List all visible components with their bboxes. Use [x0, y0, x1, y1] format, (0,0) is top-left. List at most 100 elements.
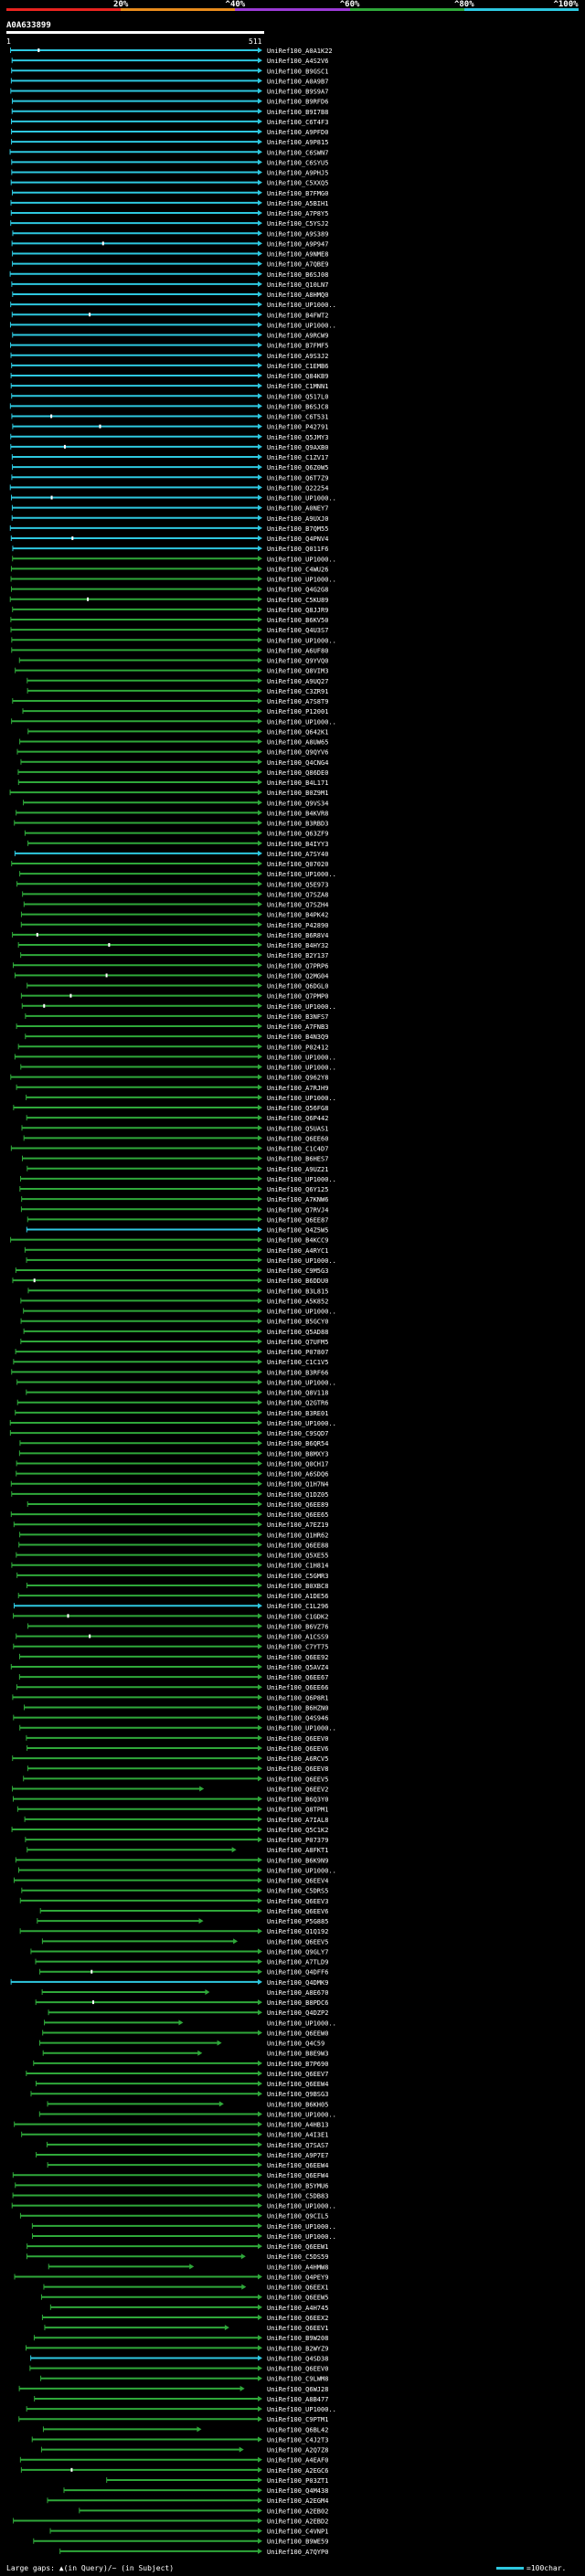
hit-row[interactable]: UniRef100_B7FMG0 — [12, 189, 329, 197]
hit-label[interactable]: UniRef100_B3RF66 — [267, 1369, 328, 1376]
hit-row[interactable]: UniRef100_B8E9W3 — [42, 2050, 328, 2058]
hit-label[interactable]: UniRef100_Q2GTR6 — [267, 1400, 328, 1407]
hit-row[interactable]: UniRef100_C3ZR91 — [27, 687, 328, 695]
hit-label[interactable]: UniRef100_Q4PEY9 — [267, 2274, 328, 2281]
hit-row[interactable]: UniRef100_A9S3J2 — [10, 352, 328, 360]
hit-row[interactable]: UniRef100_B2WYZ9 — [25, 2345, 328, 2352]
hit-row[interactable]: UniRef100_C1MNN1 — [10, 383, 328, 390]
hit-label[interactable]: UniRef100_A2EGM4 — [267, 2497, 328, 2505]
hit-row[interactable]: UniRef100_A2Q7Z8 — [40, 2446, 328, 2454]
hit-label[interactable]: UniRef100_Q4M438 — [267, 2487, 328, 2495]
hit-row[interactable]: UniRef100_A7S8T9 — [12, 698, 329, 705]
hit-row[interactable]: UniRef100_Q6EE88 — [18, 1542, 329, 1549]
hit-row[interactable]: UniRef100_A6SDQ6 — [16, 1470, 329, 1479]
hit-row[interactable]: UniRef100_A1DE56 — [17, 1593, 328, 1600]
hit-label[interactable]: UniRef100_Q6P8R1 — [267, 1694, 328, 1701]
hit-label[interactable]: UniRef100_A7IAL8 — [267, 1817, 328, 1824]
hit-row[interactable]: UniRef100_A9RCW9 — [12, 332, 329, 340]
hit-row[interactable]: UniRef100_P12001 — [22, 708, 328, 716]
hit-label[interactable]: UniRef100_Q6EEW1 — [267, 2243, 328, 2251]
hit-row[interactable]: UniRef100_Q5AD88 — [23, 1328, 328, 1336]
hit-row[interactable]: UniRef100_A7IAL8 — [24, 1816, 328, 1824]
hit-label[interactable]: UniRef100_Q6EEV8 — [267, 1765, 328, 1773]
hit-label[interactable]: UniRef100_Q9GLY7 — [267, 1948, 328, 1956]
hit-row[interactable]: UniRef100_Q6EEV6 — [27, 1744, 329, 1753]
hit-label[interactable]: UniRef100_A7QYP0 — [267, 2549, 328, 2556]
hit-label[interactable]: UniRef100_UP1000.. — [267, 2233, 336, 2241]
hit-row[interactable]: UniRef100_Q4S946 — [13, 1714, 329, 1723]
hit-label[interactable]: UniRef100_C5GMR3 — [267, 1573, 328, 1580]
hit-label[interactable]: UniRef100_A2EB02 — [267, 2507, 328, 2515]
hit-row[interactable]: UniRef100_Q5AVZ4 — [10, 1663, 328, 1671]
hit-row[interactable]: UniRef100_A1CSS9 — [16, 1633, 329, 1641]
hit-label[interactable]: UniRef100_A6UF80 — [267, 647, 328, 654]
hit-row[interactable]: UniRef100_Q0CH17 — [16, 1460, 328, 1468]
hit-label[interactable]: UniRef100_A5K852 — [267, 1298, 328, 1305]
hit-row[interactable]: UniRef100_Q7PMP0 — [20, 992, 328, 1001]
hit-label[interactable]: UniRef100_A9P815 — [267, 139, 328, 146]
hit-label[interactable]: UniRef100_C9PTM1 — [267, 2416, 328, 2423]
hit-row[interactable]: UniRef100_B2Y137 — [20, 952, 329, 959]
hit-label[interactable]: UniRef100_A7S8T9 — [267, 698, 328, 705]
hit-row[interactable]: UniRef100_Q6EFW4 — [12, 2172, 328, 2179]
hit-row[interactable]: UniRef100_B7QM55 — [9, 525, 328, 533]
hit-row[interactable]: UniRef100_Q63ZF9 — [24, 830, 328, 838]
hit-row[interactable]: UniRef100_Q9VS34 — [23, 800, 329, 807]
hit-label[interactable]: UniRef100_UP1000.. — [267, 495, 336, 503]
hit-row[interactable]: UniRef100_A5K852 — [20, 1298, 329, 1305]
hit-label[interactable]: UniRef100_A4S2V6 — [267, 58, 328, 65]
hit-label[interactable]: UniRef100_B4PK42 — [267, 912, 328, 919]
hit-label[interactable]: UniRef100_Q6EFW4 — [267, 2172, 328, 2179]
hit-label[interactable]: UniRef100_A2EBD2 — [267, 2518, 328, 2525]
hit-label[interactable]: UniRef100_B4L171 — [267, 779, 328, 787]
hit-row[interactable]: UniRef100_A4I3E1 — [21, 2131, 329, 2139]
hit-row[interactable]: UniRef100_B4PK42 — [20, 911, 328, 919]
hit-label[interactable]: UniRef100_C4J2T3 — [267, 2436, 328, 2443]
hit-label[interactable]: UniRef100_Q6EEW5 — [267, 2295, 328, 2302]
hit-label[interactable]: UniRef100_Q6EEV6 — [267, 1745, 328, 1753]
hit-row[interactable]: UniRef100_B8MXY3 — [18, 1450, 328, 1458]
hit-label[interactable]: UniRef100_Q9AXB0 — [267, 444, 328, 451]
hit-label[interactable]: UniRef100_A6RCV5 — [267, 1755, 328, 1763]
hit-label[interactable]: UniRef100_Q6EEV2 — [267, 1786, 328, 1793]
hit-row[interactable]: UniRef100_C5KU89 — [9, 596, 328, 604]
hit-row[interactable]: UniRef100_A4S2V6 — [11, 58, 328, 65]
hit-label[interactable]: UniRef100_Q6EE92 — [267, 1654, 328, 1661]
hit-row[interactable]: UniRef100_Q84KB9 — [10, 373, 328, 380]
hit-row[interactable]: UniRef100_Q4G2G8 — [10, 586, 328, 594]
hit-row[interactable]: UniRef100_Q011F6 — [12, 546, 328, 553]
hit-row[interactable]: UniRef100_C1H814 — [11, 1562, 329, 1570]
hit-label[interactable]: UniRef100_Q22254 — [267, 484, 328, 492]
hit-row[interactable]: UniRef100_C5DB83 — [12, 2192, 328, 2200]
hit-label[interactable]: UniRef100_B7FMG0 — [267, 190, 328, 197]
hit-label[interactable]: UniRef100_Q5E973 — [267, 881, 328, 888]
hit-row[interactable]: UniRef100_C9SQD7 — [9, 1430, 328, 1437]
hit-row[interactable]: UniRef100_Q5C1K2 — [11, 1826, 328, 1834]
hit-label[interactable]: UniRef100_A9UQ27 — [267, 678, 328, 685]
hit-label[interactable]: UniRef100_Q6EE88 — [267, 1542, 328, 1549]
hit-label[interactable]: UniRef100_B2WYZ9 — [267, 2345, 328, 2352]
hit-label[interactable]: UniRef100_Q4C59 — [267, 2041, 324, 2048]
hit-label[interactable]: UniRef100_P03ZT1 — [267, 2477, 328, 2485]
hit-label[interactable]: UniRef100_P07379 — [267, 1837, 328, 1844]
hit-label[interactable]: UniRef100_Q6Y125 — [267, 1186, 328, 1193]
hit-row[interactable]: UniRef100_UP1000.. — [12, 556, 336, 563]
hit-label[interactable]: UniRef100_Q5AVZ4 — [267, 1664, 328, 1671]
hit-label[interactable]: UniRef100_UP1000.. — [267, 1379, 336, 1386]
hit-row[interactable]: UniRef100_C1C4D7 — [10, 1145, 328, 1153]
hit-row[interactable]: UniRef100_A2EGM4 — [47, 2497, 328, 2505]
hit-label[interactable]: UniRef100_A7QBE9 — [267, 261, 328, 269]
hit-label[interactable]: UniRef100_Q6EEW4 — [267, 2162, 328, 2169]
hit-row[interactable]: UniRef100_A9P7E7 — [36, 2151, 329, 2159]
hit-label[interactable]: UniRef100_Q6EE66 — [267, 1684, 328, 1691]
hit-row[interactable]: UniRef100_Q6EE92 — [18, 1653, 328, 1661]
hit-row[interactable]: UniRef100_Q6EEW5 — [40, 2294, 328, 2302]
hit-row[interactable]: UniRef100_Q2MG04 — [14, 972, 328, 980]
hit-row[interactable]: UniRef100_UP1000.. — [11, 637, 336, 644]
hit-row[interactable]: UniRef100_Q6EEV8 — [27, 1765, 328, 1773]
hit-row[interactable]: UniRef100_Q6P442 — [26, 1115, 328, 1122]
hit-row[interactable]: UniRef100_Q4CNG4 — [20, 758, 328, 767]
hit-row[interactable]: UniRef100_Q962Y8 — [10, 1074, 329, 1082]
hit-row[interactable]: UniRef100_B4KVR8 — [16, 810, 329, 817]
hit-label[interactable]: UniRef100_A9PFD0 — [267, 129, 328, 136]
